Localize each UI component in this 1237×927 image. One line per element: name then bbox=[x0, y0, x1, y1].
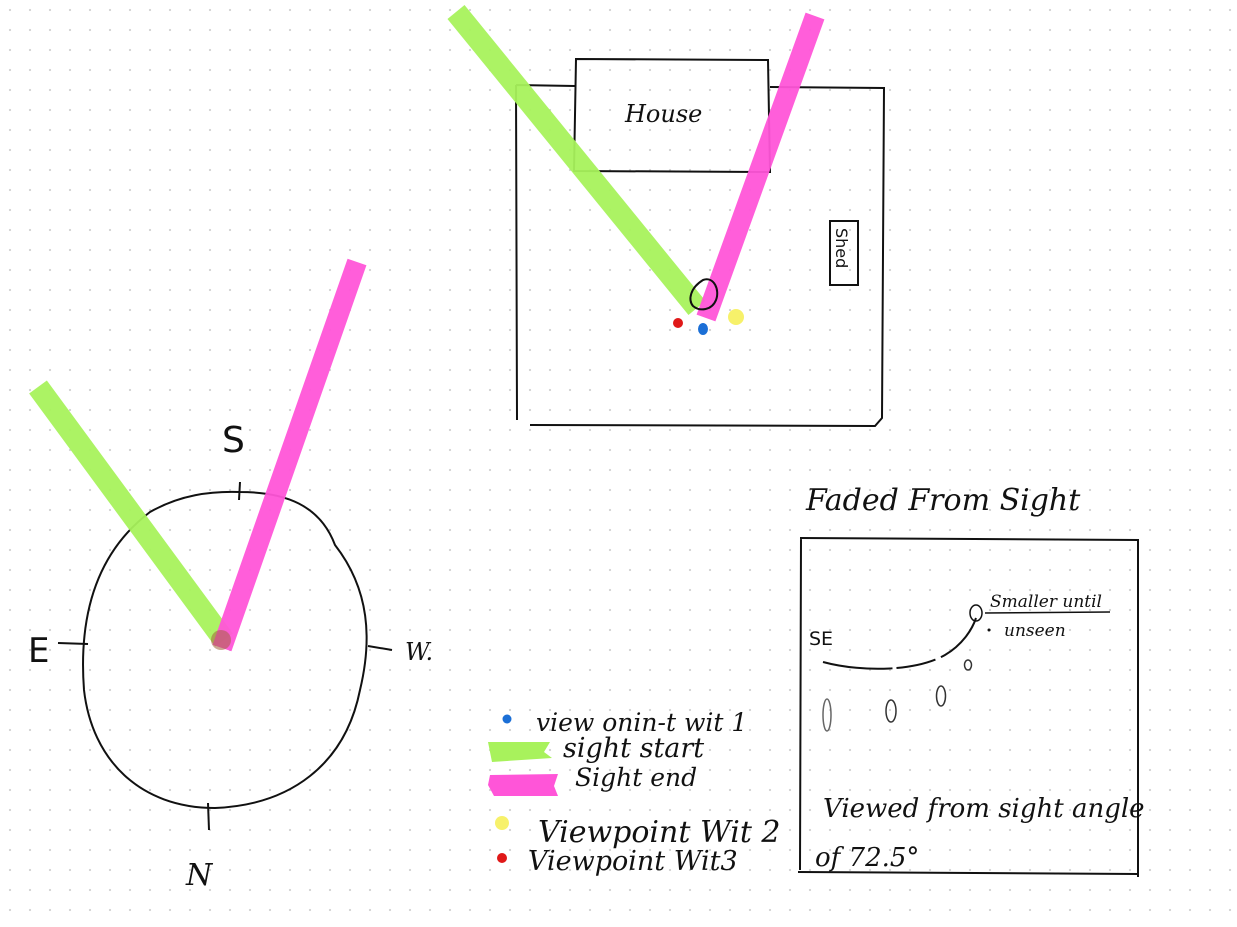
faded-from-sight-inset: Faded From Sight SE Smaller until unseen… bbox=[798, 483, 1145, 877]
legend-witness-1-dot bbox=[503, 715, 512, 724]
horizon-line bbox=[985, 612, 1110, 613]
witness-2-marker bbox=[728, 309, 744, 325]
compass-label-north: N bbox=[185, 858, 214, 893]
tick-south bbox=[239, 482, 240, 500]
compass-label-west: W. bbox=[405, 638, 433, 666]
sight-origin-overlap bbox=[211, 630, 231, 650]
object-shape-3 bbox=[937, 686, 946, 706]
object-shape-6 bbox=[988, 629, 991, 632]
shed-label: Shed bbox=[832, 228, 851, 268]
legend-sight-start-label: sight start bbox=[563, 733, 704, 764]
witness-3-marker bbox=[673, 318, 683, 328]
tick-east bbox=[58, 643, 88, 644]
inset-direction-label: SE bbox=[809, 628, 833, 650]
compass: S E W. N bbox=[28, 262, 433, 893]
object-shape-1 bbox=[823, 699, 831, 731]
inset-caption-line2: of 72.5° bbox=[815, 843, 919, 873]
tick-north bbox=[208, 803, 209, 830]
trajectory-arc bbox=[823, 618, 976, 669]
sight-start-line bbox=[38, 387, 224, 640]
smaller-until-label: Smaller until bbox=[990, 592, 1102, 612]
inset-caption-line1: Viewed from sight angle bbox=[823, 794, 1145, 824]
yard-map: House Shed bbox=[456, 12, 884, 426]
legend-witness-2-dot bbox=[495, 816, 509, 830]
inset-title: Faded From Sight bbox=[805, 483, 1081, 518]
legend-sight-end-swatch bbox=[488, 774, 558, 796]
unseen-label: unseen bbox=[1004, 621, 1066, 641]
inset-frame bbox=[798, 538, 1138, 877]
compass-label-south: S bbox=[222, 420, 245, 461]
legend-witness-3-dot bbox=[497, 853, 507, 863]
witness-1-marker bbox=[698, 323, 708, 335]
object-shape-2 bbox=[886, 700, 896, 722]
legend-sight-start-swatch bbox=[488, 742, 552, 762]
house-label: House bbox=[624, 100, 702, 128]
compass-circle bbox=[83, 492, 367, 808]
object-shape-4 bbox=[965, 660, 972, 670]
legend-witness-3-label: Viewpoint Wit3 bbox=[528, 846, 738, 877]
map-sight-start-line bbox=[456, 12, 697, 308]
legend-sight-end-label: Sight end bbox=[575, 763, 697, 792]
tick-west bbox=[368, 646, 392, 650]
map-sight-end-line bbox=[706, 16, 815, 318]
legend: view onin-t wit 1 sight start Sight end … bbox=[488, 708, 781, 877]
compass-label-east: E bbox=[28, 631, 49, 671]
legend-witness-2-label: Viewpoint Wit 2 bbox=[538, 815, 781, 850]
